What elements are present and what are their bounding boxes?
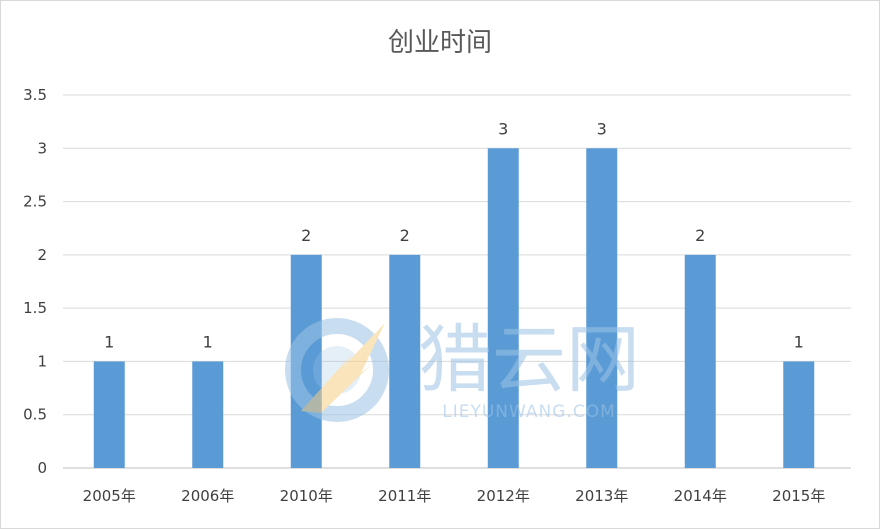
y-tick-label: 0 (37, 459, 47, 477)
x-tick-label: 2012年 (477, 487, 530, 505)
x-tick-label: 2010年 (280, 487, 333, 505)
y-tick-label: 1.5 (23, 299, 47, 317)
data-label: 1 (794, 332, 804, 351)
bar (783, 361, 815, 468)
data-label: 3 (597, 119, 607, 138)
y-tick-label: 3 (37, 139, 47, 157)
x-tick-label: 2013年 (575, 487, 628, 505)
x-tick-label: 2006年 (181, 487, 234, 505)
svg-text:猎云网: 猎云网 (418, 317, 640, 403)
bar (487, 148, 519, 469)
svg-text:LIEYUNWANG.COM: LIEYUNWANG.COM (442, 402, 616, 422)
bars (93, 148, 815, 469)
data-label: 1 (104, 332, 114, 351)
y-tick-label: 1 (37, 352, 47, 370)
data-label: 2 (301, 226, 311, 245)
bar (586, 148, 618, 469)
x-tick-label: 2011年 (378, 487, 431, 505)
y-axis-ticks: 0 0.5 1 1.5 2 2.5 3 3.5 (23, 86, 47, 477)
data-label: 3 (498, 119, 508, 138)
watermark: 猎云网 LIEYUNWANG.COM (285, 317, 640, 422)
lieyun-logo-icon (285, 318, 389, 422)
x-tick-label: 2005年 (83, 487, 136, 505)
data-labels: 1 1 2 2 3 3 2 1 (104, 119, 804, 351)
bar (389, 254, 421, 468)
y-tick-label: 2.5 (23, 193, 47, 211)
chart-title: 创业时间 (388, 28, 492, 58)
bar (192, 361, 224, 468)
x-tick-label: 2014年 (674, 487, 727, 505)
y-tick-label: 0.5 (23, 406, 47, 424)
x-tick-label: 2015年 (772, 487, 825, 505)
y-tick-label: 2 (37, 246, 47, 264)
data-label: 1 (203, 332, 213, 351)
data-label: 2 (695, 226, 705, 245)
bar (93, 361, 125, 468)
bar (684, 254, 716, 468)
data-label: 2 (400, 226, 410, 245)
y-tick-label: 3.5 (23, 86, 47, 104)
x-axis-ticks: 2005年 2006年 2010年 2011年 2012年 2013年 2014年 2015年 (83, 487, 826, 505)
